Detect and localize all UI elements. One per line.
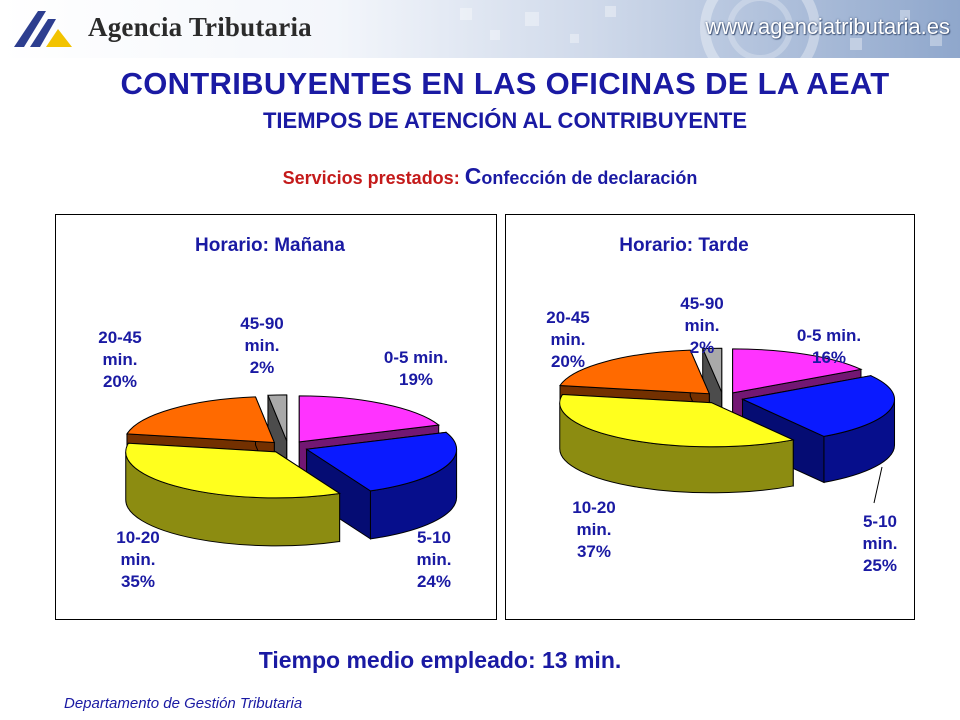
pie-chart-manana <box>125 394 458 547</box>
slice-label: 20-45 min. 20% <box>546 307 589 373</box>
slice-label-line: min. <box>416 550 452 569</box>
brand-name: Agencia Tributaria <box>88 12 312 42</box>
slice-label: 10-20 min. 35% <box>116 527 159 593</box>
slice-label-line: 5-10 <box>416 528 452 547</box>
chart-title: Horario: Mañana <box>195 235 345 256</box>
slice-label-line: 20% <box>102 372 138 391</box>
service-line: Servicios prestados: Confección de decla… <box>0 163 960 190</box>
slice-label: 5-10 min. 24% <box>417 527 452 593</box>
slice-top <box>267 394 288 442</box>
slice-label-line: 2% <box>689 338 715 357</box>
chart-tarde: Horario: Tarde 0-5 min. 16% 5-10 min. 25% 10-… <box>505 214 915 620</box>
page-subtitle: TIEMPOS DE ATENCIÓN AL CONTRIBUYENTE <box>262 108 748 133</box>
chart-title: Horario: Tarde <box>619 235 749 256</box>
slice-label-line: 20-45 <box>98 328 142 347</box>
slice-label-line: 5-10 <box>862 512 898 531</box>
slice-label-line: 20% <box>550 352 586 371</box>
slice-top <box>740 375 895 437</box>
slice-top <box>559 349 711 395</box>
slice-label: 10-20 min. 37% <box>572 497 615 563</box>
service-value-rest: onfección de declaración <box>481 168 698 188</box>
slice-label-line: 24% <box>416 572 452 591</box>
slice-label-line: min. <box>862 534 898 553</box>
pie-chart-tarde <box>559 347 896 504</box>
slice-label-line: min. <box>244 336 280 355</box>
slice-label-line: min. <box>102 350 138 369</box>
slice-label-line: 45-90 <box>680 294 724 313</box>
slice-top <box>298 395 440 443</box>
service-label: Servicios prestados: <box>282 168 460 188</box>
slice-label-line: min. <box>684 316 720 335</box>
service-value-initial: C <box>464 163 482 189</box>
service-value: Confección de declaración <box>465 163 698 189</box>
slice-top <box>559 394 795 448</box>
slice-label-line: min. <box>576 520 612 539</box>
header-decoration <box>460 0 942 58</box>
slice-label: 0-5 min. 16% <box>797 325 861 369</box>
slice-top <box>732 348 863 394</box>
slice-label-line: 0-5 min. <box>796 326 862 345</box>
department-name: Departamento de Gestión Tributaria <box>64 695 303 712</box>
slice-label-line: min. <box>120 550 156 569</box>
pie-slice-5-10-min <box>740 375 896 484</box>
slice-top <box>701 347 723 393</box>
header-banner: Agencia Tributaria www.agenciatributaria… <box>0 0 960 58</box>
slice-label-line: 25% <box>862 556 898 575</box>
slice-label-line: 20-45 <box>546 308 590 327</box>
slice-label-line: 0-5 min. <box>383 348 449 367</box>
tiempo-medio: Tiempo medio empleado: 13 min. <box>258 647 622 673</box>
slice-label-line: 45-90 <box>240 314 284 333</box>
page-title: CONTRIBUYENTES EN LAS OFICINAS DE LA AEA… <box>120 66 890 101</box>
slice-label-line: 16% <box>811 348 847 367</box>
slice-top <box>125 442 341 499</box>
slice-label-line: 35% <box>120 572 156 591</box>
slice-label-line: 10-20 <box>572 498 616 517</box>
slice-label-line: 10-20 <box>116 528 160 547</box>
pie-slice-10-20-min <box>559 394 795 494</box>
site-url[interactable]: www.agenciatributaria.es <box>705 14 950 39</box>
slice-label-line: 2% <box>249 358 275 377</box>
aeat-logo-icon <box>14 11 72 47</box>
slice-label: 45-90 min. 2% <box>680 293 723 359</box>
slice-label: 45-90 min. 2% <box>240 313 283 379</box>
slice-label: 20-45 min. 20% <box>98 327 141 393</box>
chart-manana: Horario: Mañana 0-5 min. 19% 5-10 min. 24% 10… <box>55 214 497 620</box>
slice-label: 0-5 min. 19% <box>384 347 448 391</box>
leader-line <box>873 466 883 504</box>
slice-top <box>126 396 276 444</box>
slice-label-line: min. <box>550 330 586 349</box>
slice-label-line: 19% <box>398 370 434 389</box>
pie-slice-10-20-min <box>125 442 341 547</box>
slice-label-line: 37% <box>576 542 612 561</box>
slice-label: 5-10 min. 25% <box>863 511 898 577</box>
slice-top <box>305 431 458 492</box>
